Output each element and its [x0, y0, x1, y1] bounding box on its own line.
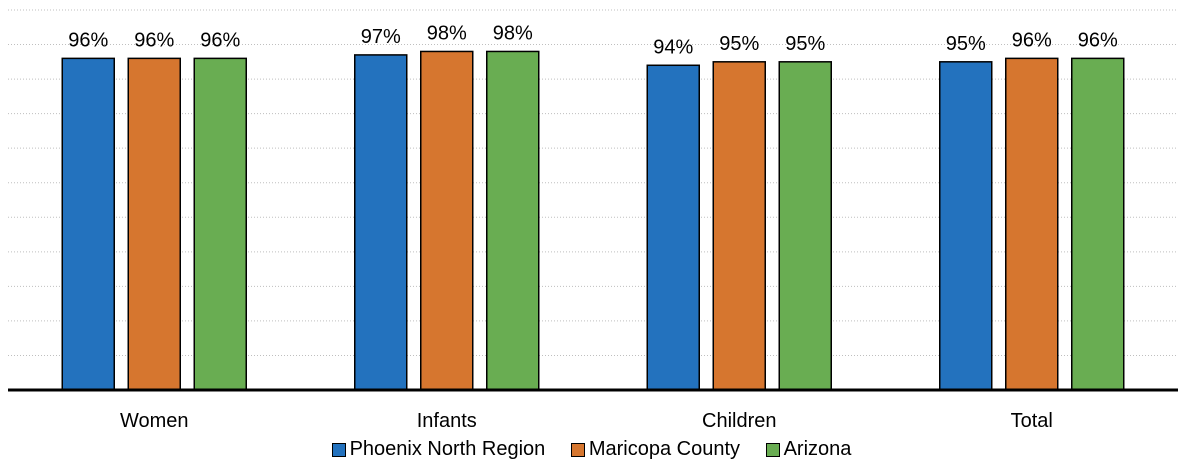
- legend-item-maricopa-county: Maricopa County: [570, 438, 741, 461]
- bar: [1005, 57, 1059, 391]
- legend-label-phoenix-north-region: Phoenix North Region: [349, 438, 546, 460]
- data-label: 94%: [653, 36, 693, 58]
- legend-swatch-phoenix-north-region: [331, 442, 346, 457]
- x-tick-label: Women: [120, 410, 189, 432]
- legend-item-phoenix-north-region: Phoenix North Region: [331, 438, 546, 461]
- x-tick-label: Total: [1011, 410, 1053, 432]
- bar: [420, 50, 474, 391]
- bar: [127, 57, 181, 391]
- data-label: 95%: [946, 33, 986, 55]
- legend-label-maricopa-county: Maricopa County: [588, 438, 741, 460]
- data-label: 96%: [1078, 29, 1118, 51]
- x-tick-label: Infants: [417, 410, 477, 432]
- bar: [778, 61, 832, 391]
- data-label: 98%: [427, 22, 467, 44]
- bar: [1071, 57, 1125, 391]
- data-label: 96%: [68, 29, 108, 51]
- bar: [354, 54, 408, 391]
- bar: [939, 61, 993, 391]
- legend-swatch-arizona: [765, 442, 780, 457]
- bar: [486, 50, 540, 391]
- data-label: 96%: [200, 29, 240, 51]
- bar: [61, 57, 115, 391]
- data-label: 95%: [785, 33, 825, 55]
- data-label: 96%: [134, 29, 174, 51]
- bar: [646, 64, 700, 391]
- legend-swatch-maricopa-county: [570, 442, 585, 457]
- data-label: 96%: [1012, 29, 1052, 51]
- bar: [712, 61, 766, 391]
- legend: Phoenix North Region Maricopa County Ari…: [0, 438, 1183, 463]
- data-label: 98%: [493, 22, 533, 44]
- data-label: 97%: [361, 26, 401, 48]
- x-tick-label: Children: [702, 410, 776, 432]
- data-label: 95%: [719, 33, 759, 55]
- legend-label-arizona: Arizona: [783, 438, 852, 460]
- bar: [193, 57, 247, 391]
- legend-item-arizona: Arizona: [765, 438, 852, 461]
